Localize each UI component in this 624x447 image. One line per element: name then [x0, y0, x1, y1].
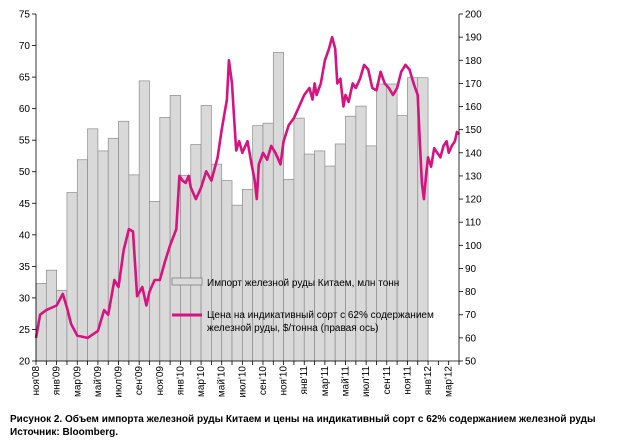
- bar: [118, 120, 130, 362]
- x-tick-label: июл'11: [361, 366, 372, 397]
- x-tick-label: июл'10: [237, 366, 248, 398]
- x-tick-label: янв'10: [175, 366, 186, 396]
- x-tick-label: янв'09: [52, 366, 63, 396]
- bar: [241, 189, 254, 362]
- figure-caption: Рисунок 2. Объем импорта железной руды К…: [10, 413, 596, 439]
- left-tick-label: 70: [19, 41, 31, 52]
- x-tick-label: май'09: [93, 366, 104, 397]
- caption-title: Рисунок 2. Объем импорта железной руды К…: [10, 414, 596, 425]
- x-tick-label: янв'12: [423, 366, 434, 396]
- right-tick-label: 130: [465, 171, 482, 182]
- left-tick-label: 20: [19, 357, 31, 368]
- bar: [45, 269, 57, 362]
- x-tick-label: июл'09: [114, 366, 125, 398]
- right-tick-label: 110: [465, 218, 481, 229]
- right-tick-label: 60: [465, 333, 477, 344]
- x-tick-label: сен'09: [134, 366, 145, 396]
- left-tick-label: 75: [19, 10, 31, 21]
- bar: [87, 128, 99, 362]
- right-tick-label: 140: [465, 148, 482, 159]
- right-tick-label: 200: [465, 10, 482, 21]
- x-tick-label: мар'12: [444, 366, 455, 397]
- bar: [107, 137, 119, 362]
- legend: Импорт железной руды Китаем, млн тонн Це…: [171, 277, 434, 334]
- x-tick-label: май'11: [341, 366, 352, 397]
- left-tick-label: 45: [19, 199, 31, 210]
- x-tick-label: ноя'08: [31, 366, 42, 396]
- right-tick-label: 170: [465, 79, 482, 90]
- bar: [138, 80, 150, 362]
- left-tick-label: 25: [19, 325, 31, 336]
- right-tick-label: 180: [465, 56, 482, 67]
- left-tick-label: 30: [19, 293, 31, 304]
- right-tick-label: 150: [465, 125, 482, 136]
- right-tick-label: 100: [465, 241, 482, 252]
- x-tick-label: янв'11: [299, 366, 310, 395]
- bar: [76, 159, 88, 362]
- x-tick-label: мар'11: [320, 366, 331, 397]
- right-tick-label: 80: [465, 287, 477, 298]
- right-tick-label: 50: [465, 357, 477, 368]
- x-tick-label: ноя'11: [402, 366, 413, 395]
- right-tick-label: 120: [465, 195, 482, 206]
- left-tick-label: 50: [19, 167, 31, 178]
- x-tick-label: сен'10: [258, 366, 269, 396]
- legend-bar-swatch: [171, 277, 203, 286]
- left-tick-label: 60: [19, 104, 31, 115]
- left-tick-label: 55: [19, 136, 31, 147]
- price-line: [34, 35, 460, 340]
- x-tick-label: ноя'09: [155, 366, 166, 396]
- bar: [180, 175, 192, 362]
- right-tick-label: 90: [465, 264, 477, 275]
- x-tick-label: мар'09: [72, 366, 83, 397]
- x-tick-label: мар'10: [196, 366, 207, 397]
- bar: [396, 115, 408, 362]
- legend-bar-label: Импорт железной руды Китаем, млн тонн: [207, 278, 399, 289]
- x-tick-label: сен'11: [382, 366, 393, 395]
- legend-line-label-1: Цена на индикативный сорт с 62% содержан…: [207, 310, 434, 321]
- x-tick-label: ноя'10: [279, 366, 290, 396]
- bar: [190, 144, 202, 362]
- legend-line-label-2: железной руды, $/тонна (правая ось): [207, 323, 379, 334]
- left-tick-label: 40: [19, 230, 31, 241]
- chart: 20 25 30 35 40 45 50 55 60 65 70 75 50 60 70 80 90 100 110…: [19, 10, 482, 398]
- left-tick-label: 35: [19, 262, 31, 273]
- x-tick-label: май'10: [217, 366, 228, 397]
- left-tick-label: 65: [19, 73, 31, 84]
- axes: 20 25 30 35 40 45 50 55 60 65 70 75 50 60 70 80 90 100 110…: [19, 10, 482, 398]
- right-tick-label: 70: [465, 310, 477, 321]
- caption-source: Источник: Bloomberg.: [10, 427, 119, 438]
- line-series: [34, 35, 460, 340]
- bar: [159, 117, 171, 362]
- bar: [66, 192, 78, 362]
- right-tick-label: 160: [465, 102, 482, 113]
- right-tick-label: 190: [465, 33, 482, 44]
